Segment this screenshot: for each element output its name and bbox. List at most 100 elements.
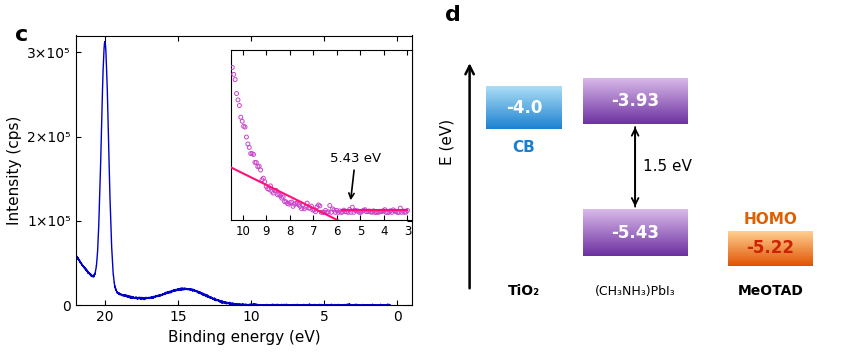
Point [352,209,366,215]
Bar [583,81,688,82]
Bar [583,229,688,230]
Bar [583,238,688,239]
Point [296,202,309,208]
Bar [728,240,812,241]
Point [269,187,283,193]
Bar [728,262,812,263]
Bar [583,90,688,91]
Point [261,186,274,191]
Bar [583,237,688,238]
Point [387,207,400,213]
Point [325,209,338,215]
Bar [486,122,563,123]
Point [298,206,311,212]
Bar [728,261,812,262]
Bar [486,127,563,128]
Point [373,209,386,215]
Bar [728,234,812,235]
Point [391,209,405,215]
Bar [583,240,688,241]
Bar [728,245,812,246]
Point [227,71,241,77]
Bar [728,249,812,250]
Point [288,202,301,207]
Bar [486,86,563,87]
Point [294,204,307,209]
Point [378,207,392,213]
Bar [583,97,688,98]
Point [229,77,242,82]
Bar [583,101,688,102]
Point [356,208,369,214]
Point [313,203,326,209]
Bar [583,78,688,124]
Point [389,209,403,214]
Point [272,192,286,197]
Bar [583,209,688,256]
Point [327,207,341,213]
Bar [583,230,688,231]
Point [336,209,349,215]
Bar [583,254,688,255]
Bar [728,253,812,254]
Bar [728,233,812,234]
Point [241,141,255,147]
Bar [486,117,563,118]
Point [250,160,263,165]
Point [271,192,284,198]
Bar [583,252,688,253]
Bar [728,235,812,236]
Bar [583,244,688,245]
Bar [583,86,688,87]
Bar [486,116,563,117]
Point [398,209,411,215]
Bar [583,95,688,96]
Bar [583,94,688,95]
Bar [486,128,563,129]
Point [279,199,293,204]
Point [283,200,297,206]
Bar [583,234,688,235]
Point [335,209,348,215]
Bar [486,93,563,94]
Point [256,177,269,182]
Text: CB: CB [513,140,536,155]
Bar [583,104,688,105]
Bar [583,247,688,248]
Bar [728,254,812,255]
Bar [486,108,563,109]
Text: 1.5 eV: 1.5 eV [643,159,692,174]
Point [385,209,399,215]
Point [277,194,290,200]
Bar [583,211,688,212]
Bar [728,243,812,244]
Bar [486,97,563,98]
Text: -5.43: -5.43 [611,224,659,241]
Text: 5.43 eV: 5.43 eV [330,152,381,198]
Bar [583,96,688,97]
Point [237,124,251,129]
Point [346,204,359,210]
Bar [583,227,688,228]
Bar [486,94,563,95]
Bar [583,214,688,215]
Point [341,209,355,215]
Bar [728,242,812,243]
Bar [486,119,563,120]
Bar [583,251,688,252]
Bar [583,113,688,114]
Point [234,114,247,120]
Point [302,205,315,211]
Bar [583,103,688,104]
Point [246,151,259,157]
Bar [728,241,812,242]
Bar [583,212,688,213]
Bar [728,256,812,257]
Bar [583,85,688,86]
Bar [583,243,688,244]
Bar [583,87,688,88]
Bar [583,209,688,210]
Bar [486,87,563,88]
Bar [583,114,688,115]
Bar [728,251,812,252]
